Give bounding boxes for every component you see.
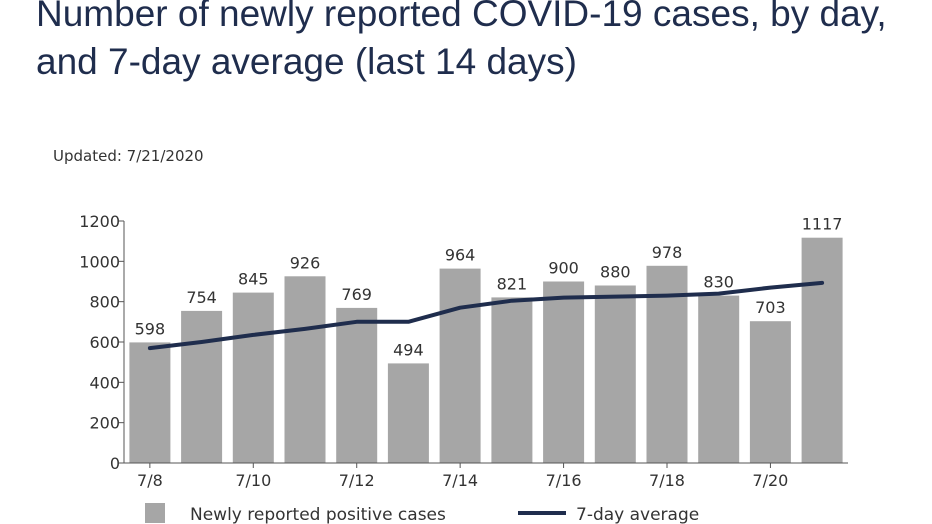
average-line: [147, 280, 825, 351]
data-label: 703: [755, 298, 786, 317]
x-tick-label: 7/18: [649, 471, 685, 490]
data-label: 494: [393, 340, 424, 359]
data-label: 769: [341, 285, 372, 304]
y-tick-label: 600: [89, 333, 120, 352]
legend-bar-swatch: [145, 503, 165, 523]
data-label: 821: [497, 274, 528, 293]
data-labels-group: 598 754 845 926 769 494 964 821 900 880 978 830 703 1…: [135, 215, 843, 360]
bar-7-14: [439, 268, 481, 463]
bar-7-9: [181, 310, 223, 463]
bars-group: [129, 237, 843, 463]
bar-7-13: [387, 363, 429, 463]
data-label: 598: [135, 319, 166, 338]
chart-title: Number of newly reported COVID-19 cases,…: [36, 0, 887, 82]
data-label: 978: [652, 243, 683, 262]
x-tick-label: 7/10: [235, 471, 271, 490]
data-label: 900: [548, 259, 579, 278]
data-label: 830: [703, 273, 734, 292]
data-label: 880: [600, 263, 631, 282]
x-tick-label: 7/16: [546, 471, 582, 490]
data-label: 964: [445, 246, 476, 265]
bar-7-18: [646, 265, 688, 463]
data-label: 926: [290, 253, 321, 272]
bar-7-15: [491, 297, 533, 463]
x-tick-label: 7/12: [339, 471, 375, 490]
updated-date: Updated: 7/21/2020: [53, 147, 204, 165]
bar-7-8: [129, 342, 171, 463]
x-tick-label: 7/20: [752, 471, 788, 490]
bar-7-21: [801, 237, 843, 463]
legend: Newly reported positive cases 7-day aver…: [145, 503, 699, 524]
data-label: 845: [238, 270, 269, 289]
x-tick-label: 7/8: [137, 471, 163, 490]
data-label: 754: [186, 288, 217, 307]
y-tick-label: 200: [89, 414, 120, 433]
y-tick-label: 1000: [79, 252, 120, 271]
legend-bar-label: Newly reported positive cases: [190, 505, 446, 524]
bar-7-16: [543, 281, 585, 463]
x-tick-label: 7/14: [442, 471, 478, 490]
bar-7-12: [336, 307, 378, 463]
data-label: 1117: [802, 215, 843, 234]
axes-group: 0 200 400 600 800 1000 1200 7/8 7/10 7/12 7/14 7/16…: [79, 212, 848, 490]
bar-7-17: [594, 285, 636, 463]
bar-7-10: [232, 292, 274, 463]
y-tick-label: 0: [110, 454, 120, 473]
bar-7-20: [749, 321, 791, 463]
y-tick-label: 1200: [79, 212, 120, 231]
y-tick-label: 400: [89, 373, 120, 392]
y-tick-label: 800: [89, 293, 120, 312]
bar-7-11: [284, 276, 326, 463]
legend-line-label: 7-day average: [576, 505, 699, 524]
bar-7-19: [698, 295, 740, 463]
average-line-group: [147, 280, 825, 351]
